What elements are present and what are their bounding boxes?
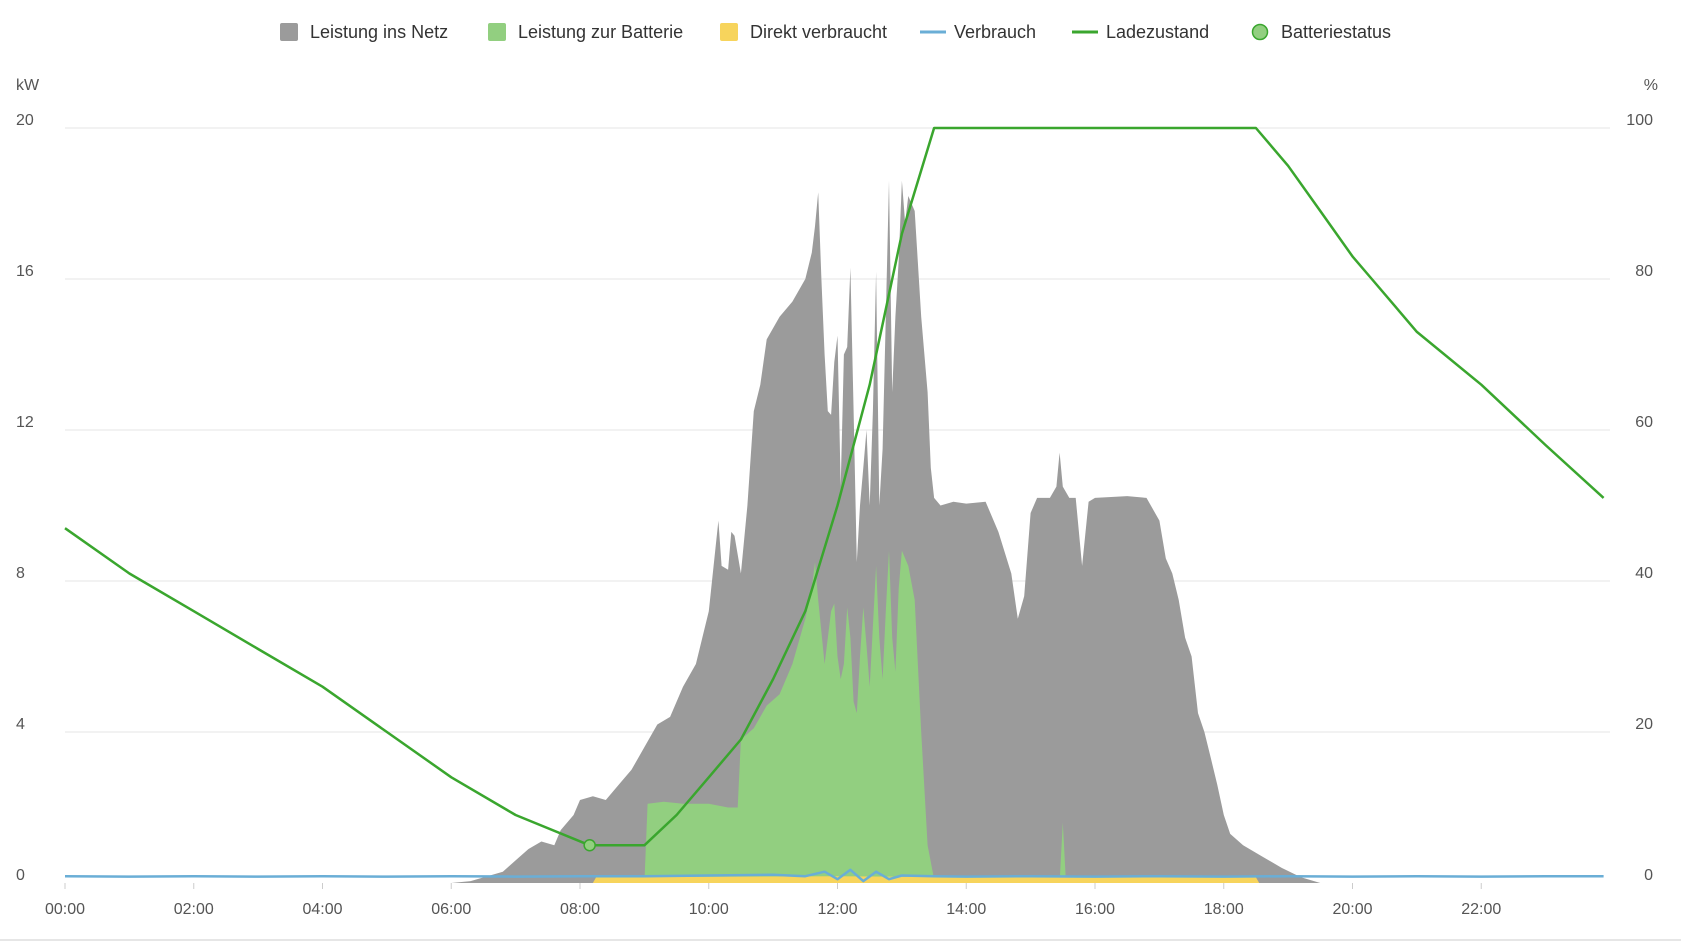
left-tick-8: 8 [16, 565, 25, 582]
left-tick-0: 0 [16, 867, 25, 884]
x-tick-1400: 14:00 [946, 901, 986, 918]
x-tick-1600: 16:00 [1075, 901, 1115, 918]
right-axis-unit: % [1644, 77, 1658, 94]
x-tick-2200: 22:00 [1461, 901, 1501, 918]
left-tick-16: 16 [16, 263, 34, 280]
battery-status-point-0[interactable] [583, 839, 596, 852]
left-axis-ticks: 0 4 8 12 16 20 [16, 112, 34, 884]
x-tick-1000: 10:00 [689, 901, 729, 918]
series-area-leistung-ins-netz[interactable] [451, 180, 1321, 884]
right-tick-80: 80 [1635, 263, 1653, 280]
legend-item-ladezustand[interactable]: Ladezustand [1072, 22, 1209, 42]
legend-item-direkt-verbraucht[interactable]: Direkt verbraucht [720, 22, 887, 42]
legend-label-leistung-zur-batterie: Leistung zur Batterie [518, 22, 683, 42]
legend-label-direkt-verbraucht: Direkt verbraucht [750, 22, 887, 42]
x-tick-1200: 12:00 [817, 901, 857, 918]
right-tick-40: 40 [1635, 565, 1653, 582]
x-tick-0400: 04:00 [302, 901, 342, 918]
series-area-direkt-verbraucht[interactable] [592, 876, 1260, 883]
left-tick-4: 4 [16, 716, 25, 733]
x-axis-ticks: 00:00 02:00 04:00 06:00 08:00 10:00 12:00 14:00… [45, 883, 1501, 918]
left-axis-unit: kW [16, 77, 40, 94]
legend-item-leistung-zur-batterie[interactable]: Leistung zur Batterie [488, 22, 683, 42]
right-axis-ticks: 0 20 40 60 80 100 [1626, 112, 1653, 884]
x-tick-0000: 00:00 [45, 901, 85, 918]
x-tick-0800: 08:00 [560, 901, 600, 918]
right-tick-0: 0 [1644, 867, 1653, 884]
chart-legend[interactable]: Leistung ins Netz Leistung zur Batterie Di… [280, 22, 1391, 42]
legend-label-leistung-ins-netz: Leistung ins Netz [310, 22, 448, 42]
left-tick-20: 20 [16, 112, 34, 129]
plot-area[interactable] [64, 126, 1605, 884]
right-tick-20: 20 [1635, 716, 1653, 733]
right-tick-100: 100 [1626, 112, 1653, 129]
legend-item-verbrauch[interactable]: Verbrauch [920, 22, 1036, 42]
legend-label-ladezustand: Ladezustand [1106, 22, 1209, 42]
x-tick-0600: 06:00 [431, 901, 471, 918]
legend-swatch-leistung-ins-netz [280, 23, 298, 41]
legend-swatch-direkt-verbraucht [720, 23, 738, 41]
legend-item-leistung-ins-netz[interactable]: Leistung ins Netz [280, 22, 448, 42]
legend-label-verbrauch: Verbrauch [954, 22, 1036, 42]
series-area-leistung-zur-batterie[interactable] [644, 550, 1070, 883]
series-line-verbrauch[interactable] [64, 868, 1604, 883]
legend-item-batteriestatus[interactable]: Batteriestatus [1251, 22, 1392, 42]
right-tick-60: 60 [1635, 414, 1653, 431]
x-tick-1800: 18:00 [1204, 901, 1244, 918]
x-tick-0200: 02:00 [174, 901, 214, 918]
left-tick-12: 12 [16, 414, 34, 431]
x-tick-2000: 20:00 [1332, 901, 1372, 918]
series-line-ladezustand[interactable] [64, 126, 1605, 847]
legend-swatch-leistung-zur-batterie [488, 23, 506, 41]
legend-swatch-batteriestatus [1251, 23, 1269, 41]
legend-label-batteriestatus: Batteriestatus [1281, 22, 1391, 42]
